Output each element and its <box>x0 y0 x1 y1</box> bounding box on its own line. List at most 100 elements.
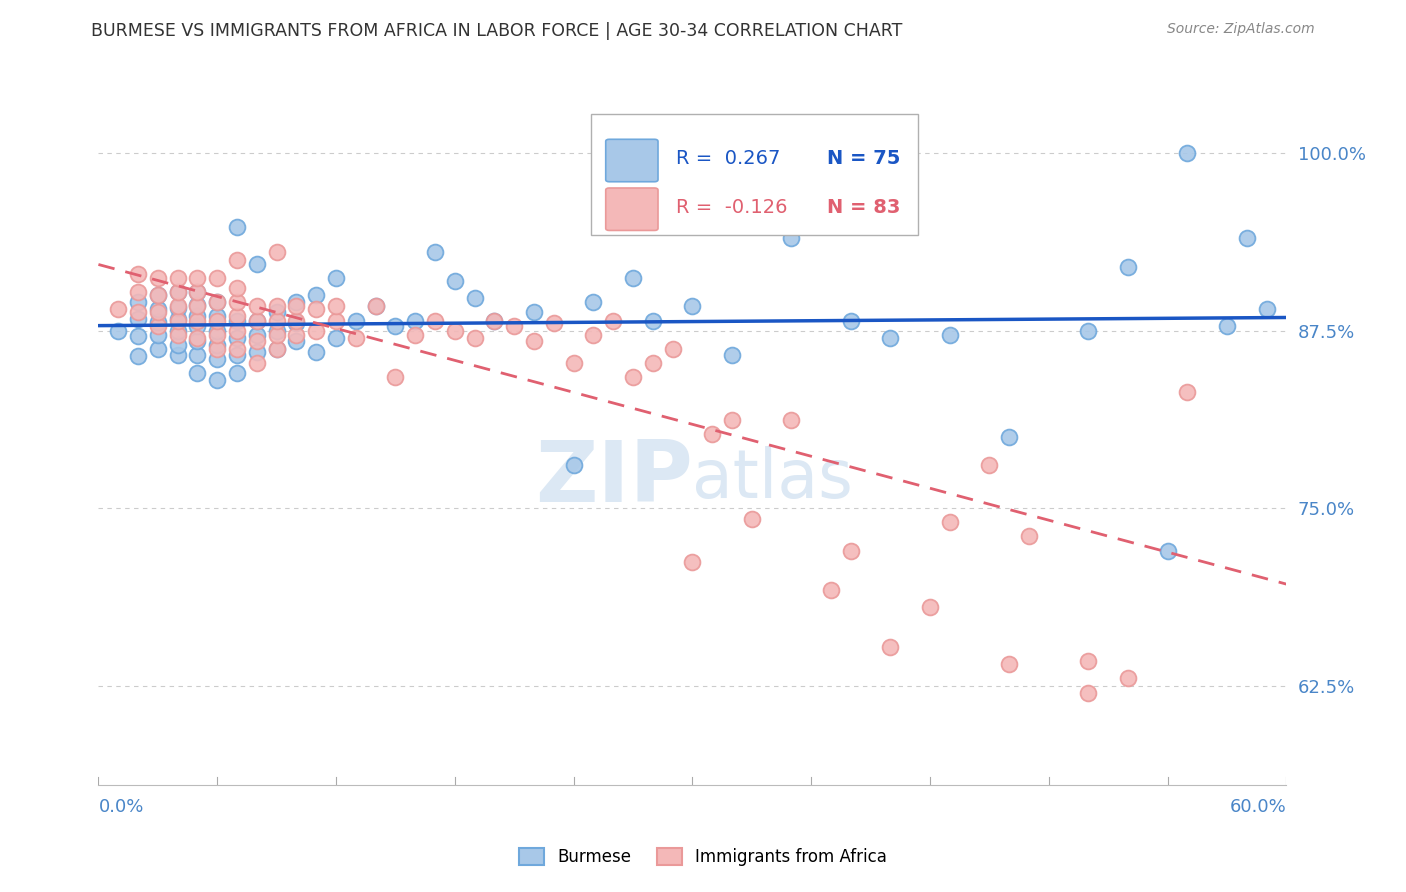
Point <box>226 219 249 234</box>
Point <box>1256 302 1278 317</box>
Text: N = 75: N = 75 <box>827 149 900 169</box>
Point <box>464 331 486 345</box>
Point <box>246 356 269 370</box>
Point <box>207 310 229 324</box>
Point <box>186 334 208 348</box>
Point <box>207 324 229 338</box>
Point <box>641 356 664 370</box>
Point <box>839 313 862 327</box>
Legend: Burmese, Immigrants from Africa: Burmese, Immigrants from Africa <box>513 841 893 873</box>
Text: 0.0%: 0.0% <box>98 798 143 816</box>
Point <box>107 324 129 338</box>
Point <box>166 301 188 315</box>
Point <box>344 331 367 345</box>
Point <box>226 252 249 267</box>
Point <box>364 300 387 314</box>
Point <box>266 327 288 342</box>
Point <box>1236 231 1258 245</box>
Point <box>107 302 129 317</box>
Point <box>879 331 901 345</box>
Point <box>266 313 288 327</box>
Point <box>127 267 149 281</box>
Point <box>226 366 249 380</box>
Point <box>444 274 467 288</box>
Point <box>523 334 546 348</box>
Point <box>325 300 347 314</box>
Point <box>186 366 208 380</box>
Text: atlas: atlas <box>693 446 853 512</box>
Point <box>641 313 664 327</box>
Text: N = 83: N = 83 <box>827 198 900 217</box>
Point <box>166 327 188 342</box>
Point <box>384 370 406 384</box>
Point <box>207 295 229 310</box>
Point <box>702 427 724 442</box>
Point <box>998 430 1021 444</box>
Point <box>226 324 249 338</box>
Point <box>384 319 406 334</box>
Point <box>344 313 367 327</box>
FancyBboxPatch shape <box>592 113 918 235</box>
FancyBboxPatch shape <box>606 188 658 230</box>
Point <box>146 327 169 342</box>
Text: BURMESE VS IMMIGRANTS FROM AFRICA IN LABOR FORCE | AGE 30-34 CORRELATION CHART: BURMESE VS IMMIGRANTS FROM AFRICA IN LAB… <box>91 22 903 40</box>
Point <box>207 327 229 342</box>
Point <box>186 348 208 362</box>
Point <box>166 285 188 300</box>
Point <box>246 313 269 327</box>
Point <box>146 319 169 334</box>
Point <box>285 327 308 342</box>
Point <box>207 295 229 310</box>
Point <box>404 313 426 327</box>
FancyBboxPatch shape <box>606 139 658 182</box>
Point <box>186 285 208 300</box>
Point <box>166 271 188 285</box>
Point <box>266 342 288 356</box>
Point <box>920 600 942 615</box>
Point <box>1156 543 1178 558</box>
Point <box>939 327 962 342</box>
Point <box>186 271 208 285</box>
Point <box>602 313 624 327</box>
Point <box>266 324 288 338</box>
Point <box>364 300 387 314</box>
Point <box>721 413 744 427</box>
Point <box>246 334 269 348</box>
Point <box>166 312 188 326</box>
Point <box>186 310 208 324</box>
Point <box>721 348 744 362</box>
Point <box>246 300 269 314</box>
Point <box>127 295 149 310</box>
Point <box>146 342 169 356</box>
Point <box>1216 319 1239 334</box>
Point <box>127 349 149 363</box>
Point <box>186 313 208 327</box>
Point <box>1077 324 1099 338</box>
Point <box>266 305 288 319</box>
Point <box>780 231 803 245</box>
Point <box>226 348 249 362</box>
Point <box>146 288 169 302</box>
Point <box>226 313 249 327</box>
Point <box>207 373 229 387</box>
Point <box>562 356 585 370</box>
Point <box>305 324 328 338</box>
Point <box>325 331 347 345</box>
Point <box>682 146 704 161</box>
Point <box>423 313 446 327</box>
Point <box>166 300 188 314</box>
Point <box>246 257 269 271</box>
Point <box>186 298 208 312</box>
Point <box>1018 529 1040 543</box>
Point <box>543 317 565 331</box>
Point <box>146 302 169 317</box>
Point <box>1077 686 1099 700</box>
Point <box>207 351 229 366</box>
Point <box>325 271 347 285</box>
Point <box>325 313 347 327</box>
Point <box>226 331 249 345</box>
Point <box>207 271 229 285</box>
Point <box>127 285 149 300</box>
Point <box>780 413 803 427</box>
Point <box>423 245 446 260</box>
